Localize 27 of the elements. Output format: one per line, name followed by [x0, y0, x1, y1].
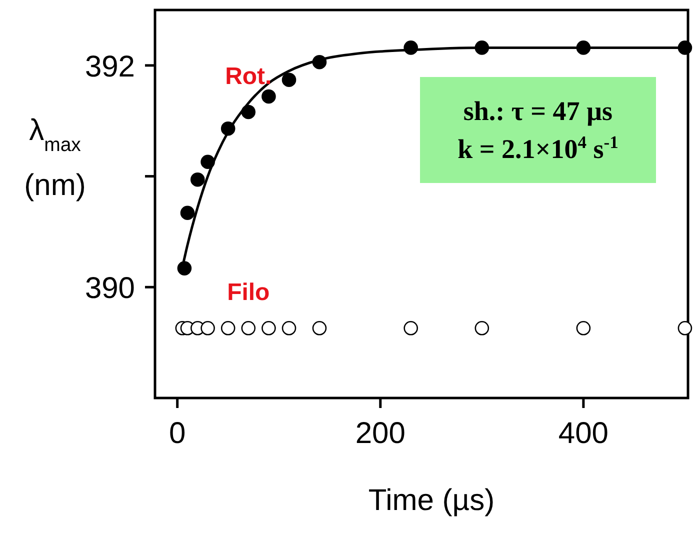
- point: [678, 40, 692, 55]
- y-tick-label: 390: [84, 272, 135, 306]
- point: [262, 321, 276, 336]
- point: [177, 261, 192, 276]
- point: [282, 72, 296, 87]
- y-axis-title: λ$_{max}$ (nm): [24, 114, 86, 202]
- point: [474, 321, 490, 336]
- point: [190, 172, 205, 187]
- point: [404, 321, 418, 336]
- annotation: k = 2.1×10$^{4}$ s$^{-1}$: [458, 132, 618, 164]
- series-label: Rot.: [225, 62, 272, 90]
- y-tick-label: 392: [84, 50, 135, 84]
- point: [262, 89, 276, 104]
- point: [241, 321, 256, 336]
- point: [220, 321, 236, 336]
- point: [576, 321, 591, 336]
- point: [200, 321, 215, 336]
- x-tick-label: 200: [355, 417, 406, 450]
- point: [282, 321, 296, 336]
- point: [312, 321, 327, 336]
- point: [678, 321, 692, 336]
- series-label: Filo: [227, 279, 270, 306]
- x-axis-title: Time (µs): [368, 484, 495, 517]
- point: [180, 206, 195, 220]
- x-tick-label: 400: [558, 417, 608, 450]
- annotation: sh.: τ = 47 µs: [463, 96, 613, 126]
- x-tick-label: 0: [168, 417, 186, 450]
